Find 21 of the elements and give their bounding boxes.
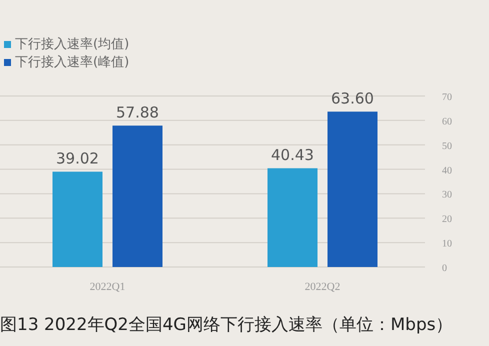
y-tick-label: 50 <box>442 140 452 152</box>
bar <box>52 172 102 267</box>
text: 57.88 <box>116 104 159 122</box>
legend-label: 下行接入速率(峰值) <box>15 54 130 70</box>
x-tick-label: 2022Q2 <box>304 281 340 293</box>
y-tick-label: 70 <box>442 92 452 103</box>
y-tick-label: 20 <box>442 214 452 226</box>
y-tick-label: 40 <box>442 165 452 176</box>
text: 图13 2022年Q2全国4G网络下行接入速率（单位：Mbps） <box>0 315 453 335</box>
y-tick-label: 0 <box>442 263 447 274</box>
x-tick-label: 2022Q1 <box>90 281 126 293</box>
text: 39.02 <box>56 150 99 168</box>
y-tick-label: 10 <box>442 238 452 250</box>
legend-label: 下行接入速率(均值) <box>15 36 130 52</box>
bar <box>112 126 162 267</box>
bar <box>268 168 318 267</box>
text: 40.43 <box>271 146 314 164</box>
bar <box>328 112 378 267</box>
y-tick-label: 60 <box>442 116 452 128</box>
y-tick-label: 30 <box>442 190 452 201</box>
text: 63.60 <box>331 90 374 108</box>
